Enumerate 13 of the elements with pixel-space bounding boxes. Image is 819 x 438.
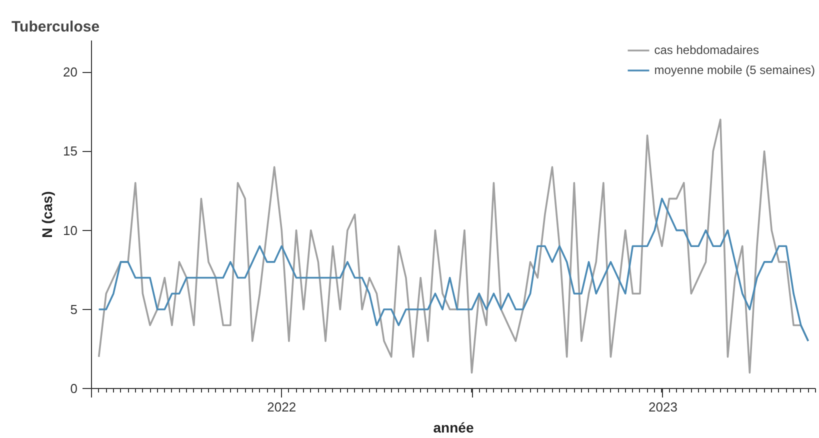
- y-tick-label: 15: [63, 144, 78, 159]
- y-tick-label: 5: [70, 302, 78, 317]
- legend-label: moyenne mobile (5 semaines): [654, 63, 815, 77]
- y-tick-label: 20: [63, 64, 78, 80]
- x-tick-label: 2022: [267, 400, 296, 414]
- line-series: [98, 198, 810, 342]
- x-axis-title: année: [433, 420, 474, 436]
- chart-title: Tuberculose: [12, 18, 100, 36]
- x-tick-label: 2023: [648, 400, 678, 414]
- y-axis-title: N (cas): [39, 191, 56, 238]
- y-tick-label: 10: [63, 222, 78, 238]
- legend-label: cas hebdomadaires: [654, 43, 759, 57]
- y-tick-label: 0: [70, 381, 78, 396]
